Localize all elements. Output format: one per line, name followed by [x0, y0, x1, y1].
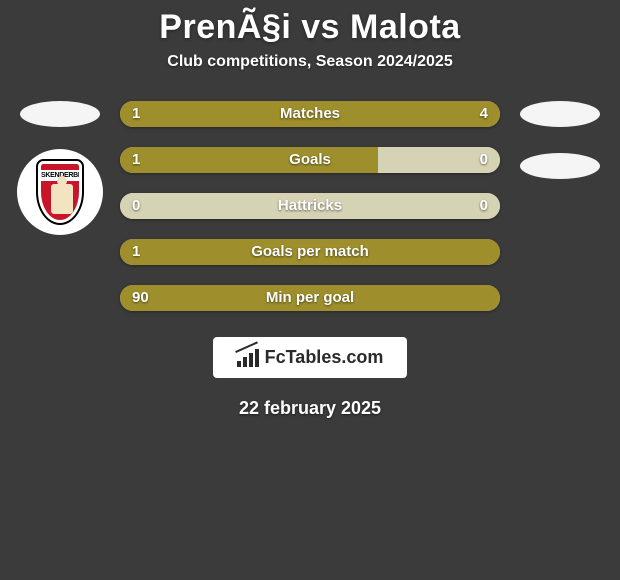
left-team-ellipse: [20, 101, 100, 127]
stat-right-value: 4: [480, 101, 488, 127]
stat-label: Goals per match: [120, 239, 500, 265]
footer: FcTables.com: [0, 331, 620, 378]
right-team-column: [510, 101, 610, 179]
brand-text: FcTables.com: [265, 347, 384, 368]
stat-label: Min per goal: [120, 285, 500, 311]
stat-right-value: 0: [480, 147, 488, 173]
root: PrenÃ§i vs Malota Club competitions, Sea…: [0, 0, 620, 580]
stat-row: 90Min per goal: [120, 285, 500, 311]
left-team-logo: SKENDERBEU: [17, 149, 103, 235]
shield-icon: SKENDERBEU: [38, 161, 82, 223]
stat-row: 1Goals per match: [120, 239, 500, 265]
stat-row: 1Matches4: [120, 101, 500, 127]
left-team-column: SKENDERBEU: [10, 101, 110, 235]
bar-chart-icon: [237, 349, 259, 367]
date-text: 22 february 2025: [0, 398, 620, 419]
right-team-ellipse-2: [520, 153, 600, 179]
stat-row: 0Hattricks0: [120, 193, 500, 219]
stat-right-value: 0: [480, 193, 488, 219]
stats-bars: 1Matches41Goals00Hattricks01Goals per ma…: [120, 101, 500, 311]
stat-row: 1Goals0: [120, 147, 500, 173]
page-subtitle: Club competitions, Season 2024/2025: [0, 53, 620, 71]
brand-badge: FcTables.com: [213, 337, 408, 378]
stat-label: Matches: [120, 101, 500, 127]
shield-figure: [51, 184, 73, 214]
stat-label: Goals: [120, 147, 500, 173]
content-area: SKENDERBEU 1Matches41Goals00Hattricks01G…: [0, 101, 620, 311]
page-title: PrenÃ§i vs Malota: [0, 0, 620, 53]
stat-label: Hattricks: [120, 193, 500, 219]
right-team-ellipse-1: [520, 101, 600, 127]
